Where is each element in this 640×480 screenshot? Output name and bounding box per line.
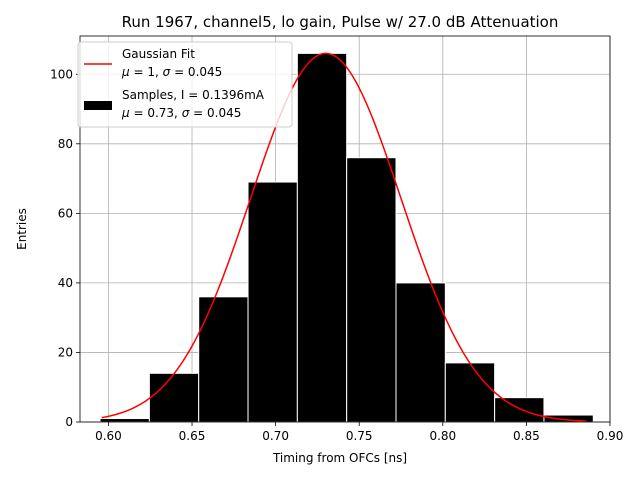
y-tick-label: 100 [50, 67, 73, 81]
plot-frame [79, 35, 611, 423]
histogram-bar [346, 157, 397, 423]
legend-fit-mu-symbol: μ [121, 65, 130, 79]
legend-samples-sigma-symbol: σ [182, 106, 190, 120]
histogram-bar [444, 362, 496, 423]
y-axis-label: Entries [15, 208, 29, 250]
y-axis-ticks: 0 20 40 60 80 100 [50, 67, 80, 429]
histogram-bars [99, 52, 594, 423]
histogram-bar [148, 372, 200, 423]
histogram-bar [247, 181, 298, 423]
chart-title: Run 1967, channel5, lo gain, Pulse w/ 27… [122, 13, 559, 31]
x-tick-label: 0.65 [179, 429, 206, 443]
legend-samples-stats: μ = 0.73, σ = 0.045 [121, 106, 241, 120]
legend-fit-mu-value: = 1, [133, 65, 158, 79]
legend-fit-label: Gaussian Fit [122, 47, 195, 61]
legend-fit-sigma-symbol: σ [163, 65, 171, 79]
x-tick-label: 0.75 [346, 429, 373, 443]
legend-samples-swatch [84, 101, 112, 110]
x-tick-label: 0.85 [513, 429, 540, 443]
legend-box [77, 41, 293, 128]
x-axis-label: Timing from OFCs [ns] [272, 451, 407, 465]
histogram-bar [198, 296, 249, 423]
legend-samples-mu-symbol: μ [121, 106, 130, 120]
legend-samples-label: Samples, I = 0.1396mA [122, 88, 265, 102]
y-tick-label: 40 [58, 276, 73, 290]
legend: Gaussian Fit μ = 1, σ = 0.045 Samples, I… [77, 41, 293, 128]
histogram-bar [395, 282, 446, 423]
legend-fit-stats: μ = 1, σ = 0.045 [121, 65, 222, 79]
y-tick-label: 20 [58, 345, 73, 359]
y-tick-label: 0 [65, 415, 73, 429]
histogram-bar [296, 52, 348, 423]
y-tick-label: 60 [58, 206, 73, 220]
x-tick-label: 0.70 [262, 429, 289, 443]
x-tick-label: 0.60 [95, 429, 122, 443]
histogram-bar [99, 418, 150, 423]
legend-fit-sigma-value: = 0.045 [174, 65, 222, 79]
x-tick-label: 0.80 [429, 429, 456, 443]
histogram-bar [494, 397, 545, 423]
legend-samples-mu-value: = 0.73, [133, 106, 177, 120]
x-axis-ticks: 0.60 0.65 0.70 0.75 0.80 0.85 0.90 [95, 422, 623, 443]
y-tick-label: 80 [58, 137, 73, 151]
legend-samples-sigma-value: = 0.045 [193, 106, 241, 120]
x-tick-label: 0.90 [597, 429, 624, 443]
gaussian-fit-line [101, 52, 587, 422]
